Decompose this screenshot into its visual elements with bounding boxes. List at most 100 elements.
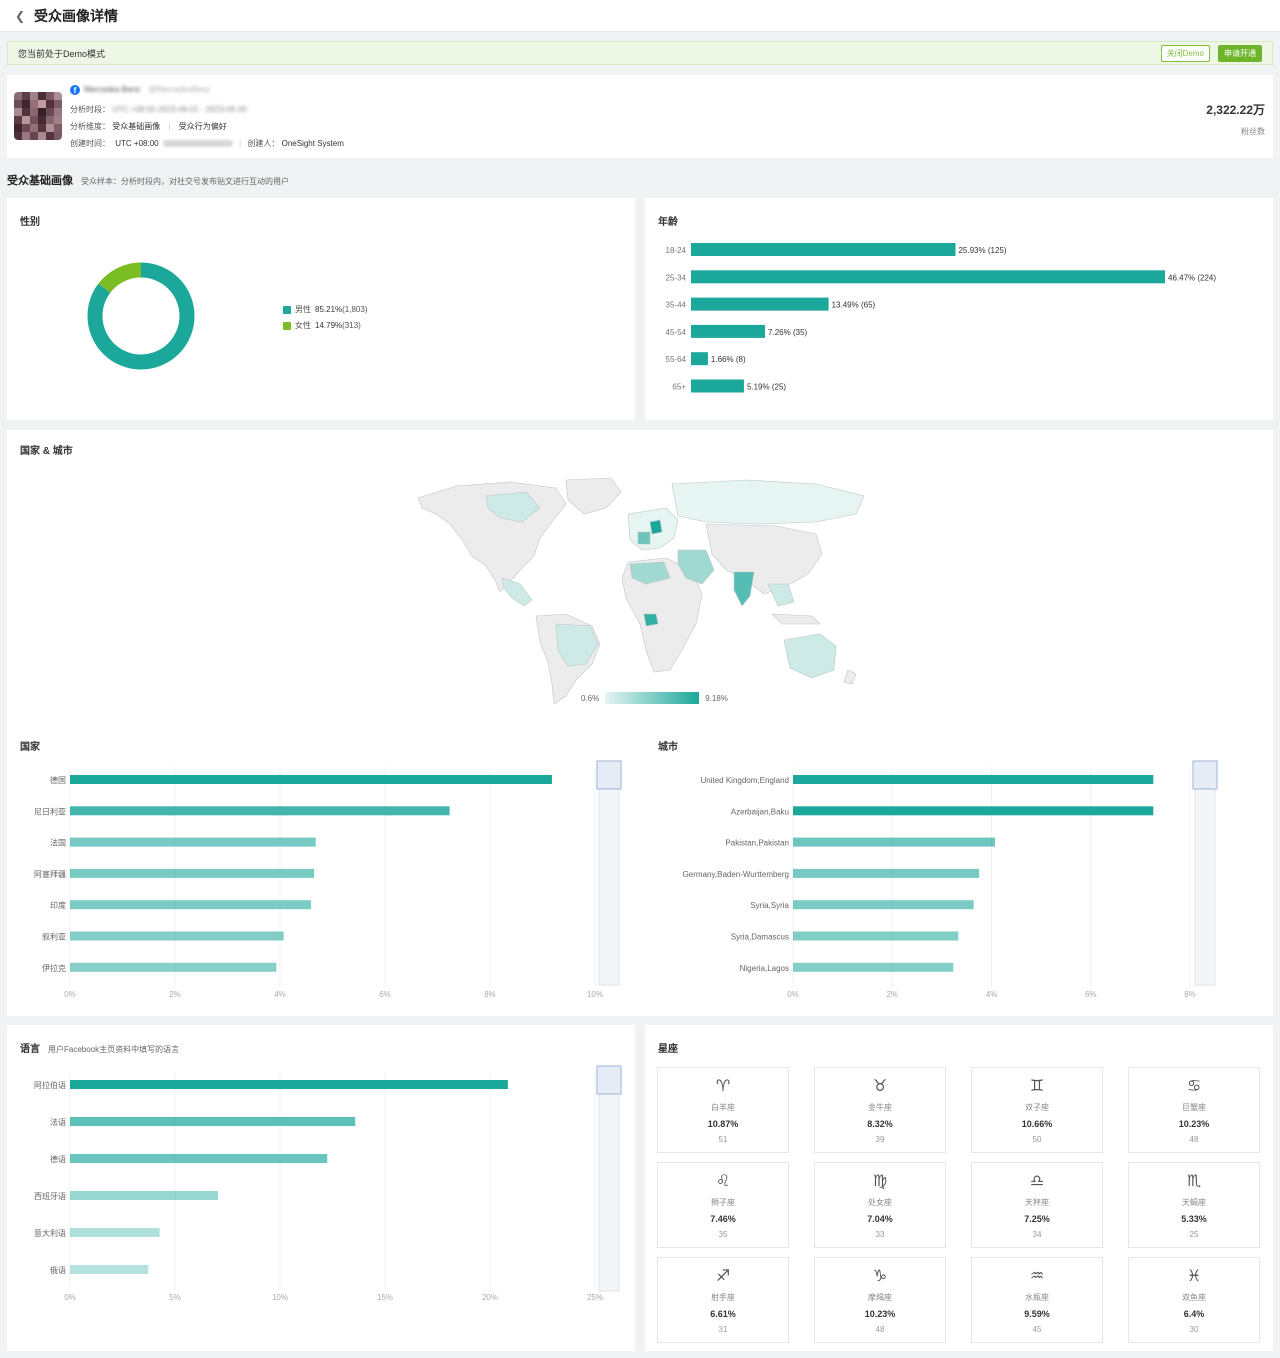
bar[interactable] (70, 1080, 508, 1089)
x-tick-label: 8% (1184, 990, 1196, 999)
bar[interactable] (70, 962, 277, 972)
avatar-pixel (54, 124, 62, 132)
zodiac-name: 巨蟹座 (1182, 1103, 1206, 1112)
x-tick-label: 6% (379, 990, 391, 999)
bar[interactable] (70, 900, 311, 910)
age-bar[interactable] (691, 352, 708, 366)
age-data-label: 25.93% (125) (958, 246, 1006, 255)
age-bar[interactable] (691, 324, 766, 338)
city-bar-chart: 0% 2% 4% 6% 8% United Kingdom,England Azerbaij… (683, 760, 1218, 999)
y-category-label: 印度 (50, 900, 66, 910)
avatar-pixel (38, 108, 46, 116)
zodiac-item: ♏ 天蝎座 5.33% 25 (1128, 1162, 1260, 1248)
age-card: 年龄 18-24 25.93% (125) 25-34 46.47% (224) 35-… (645, 198, 1273, 420)
bar[interactable] (793, 900, 974, 910)
bar[interactable] (70, 931, 284, 941)
zodiac-percent: 5.33% (1181, 1214, 1207, 1224)
y-category-label: Syria,Damascus (731, 933, 789, 942)
zodiac-item: ♍ 处女座 7.04% 33 (814, 1162, 946, 1248)
x-tick-label: 4% (986, 990, 998, 999)
period-label: 分析时段： (70, 105, 110, 114)
bar[interactable] (793, 775, 1154, 784)
bar[interactable] (793, 962, 954, 972)
aries-icon: ♈ (715, 1078, 731, 1095)
scroll-handle[interactable] (1192, 760, 1218, 790)
x-tick-label: 20% (482, 1293, 498, 1302)
bar[interactable] (70, 806, 450, 816)
avatar-pixel (22, 116, 30, 124)
donut-slice-1[interactable] (87, 262, 195, 370)
scroll-track[interactable] (598, 760, 620, 986)
apply-button[interactable]: 申请开通 (1218, 44, 1262, 62)
age-bar[interactable] (691, 270, 1165, 284)
legend-female[interactable]: 女性 14.79% (313) (283, 320, 368, 331)
legend-male[interactable]: 男性 85.21% (1,803) (283, 304, 368, 315)
avatar-pixel (38, 124, 46, 132)
zodiac-percent: 7.46% (710, 1214, 736, 1224)
zodiac-percent: 6.4% (1183, 1309, 1205, 1319)
zodiac-percent: 10.66% (1021, 1119, 1053, 1129)
avatar-pixel (30, 124, 38, 132)
age-bar[interactable] (691, 243, 956, 256)
bar[interactable] (793, 837, 995, 847)
dims-label: 分析维度： (70, 122, 110, 131)
geo-card: 国家 & 城市 0.6% 9.18% 国家 (7, 430, 1273, 1016)
avatar-pixel (14, 116, 22, 124)
bar[interactable] (793, 931, 959, 941)
y-category-label: Germany,Baden-Wurttemberg (683, 870, 789, 879)
bar[interactable] (70, 868, 315, 878)
zodiac-percent: 9.59% (1024, 1309, 1050, 1319)
zodiac-count: 25 (1189, 1230, 1199, 1239)
x-tick-label: 5% (169, 1293, 181, 1302)
bar[interactable] (70, 837, 316, 847)
close-demo-button[interactable]: 关闭Demo (1160, 44, 1210, 62)
avatar-pixel (54, 100, 62, 108)
scroll-track[interactable] (598, 1065, 620, 1292)
creator-value: OneSight System (281, 139, 344, 148)
zodiac-count: 45 (1032, 1325, 1042, 1334)
zodiac-percent: 7.25% (1024, 1214, 1050, 1224)
y-category-label: 西班牙语 (34, 1191, 66, 1201)
facebook-icon: f (70, 85, 80, 95)
age-bar[interactable] (691, 297, 829, 311)
gender-donut-chart (87, 262, 195, 370)
bar[interactable] (70, 1117, 356, 1126)
bar[interactable] (70, 1265, 149, 1274)
back-icon[interactable]: ❮ (14, 8, 26, 23)
world-map[interactable] (416, 474, 866, 706)
data-zoom-scrollbar[interactable] (596, 760, 622, 986)
x-tick-label: 10% (587, 990, 603, 999)
dim-item: 受众行为偏好 (178, 122, 227, 131)
map-legend-gradient (605, 692, 700, 704)
avatar-pixel (46, 116, 54, 124)
age-bar[interactable] (691, 379, 744, 393)
bar[interactable] (70, 1191, 219, 1200)
scroll-handle[interactable] (596, 760, 622, 790)
data-zoom-scrollbar[interactable] (596, 1065, 622, 1292)
x-tick-label: 25% (587, 1293, 603, 1302)
zodiac-percent: 8.32% (867, 1119, 893, 1129)
bar[interactable] (70, 1228, 160, 1237)
avatar-pixel (30, 100, 38, 108)
y-category-label: 意大利语 (34, 1228, 66, 1238)
libra-icon: ♎ (1029, 1173, 1045, 1190)
scroll-handle[interactable] (596, 1065, 622, 1095)
zodiac-name: 双子座 (1025, 1103, 1049, 1112)
bar[interactable] (70, 775, 552, 784)
zodiac-count: 51 (718, 1135, 728, 1144)
bar[interactable] (793, 868, 980, 878)
data-zoom-scrollbar[interactable] (1192, 760, 1218, 986)
fans-stat: 2,322.22万 粉丝数 (1206, 101, 1265, 137)
period-value: UTC +08:00 2023-06-01 - 2023-06-30 (112, 105, 247, 114)
avatar-pixel (54, 132, 62, 140)
bar[interactable] (793, 806, 1154, 816)
avatar (14, 92, 62, 140)
avatar-pixel (38, 100, 46, 108)
bar[interactable] (70, 1154, 328, 1163)
zodiac-item: ♑ 摩羯座 10.23% 48 (814, 1257, 946, 1343)
avatar-pixel (22, 100, 30, 108)
scroll-track[interactable] (1194, 760, 1216, 986)
zodiac-name: 摩羯座 (868, 1293, 892, 1302)
map-brazil (555, 623, 599, 667)
avatar-pixel (46, 92, 54, 100)
